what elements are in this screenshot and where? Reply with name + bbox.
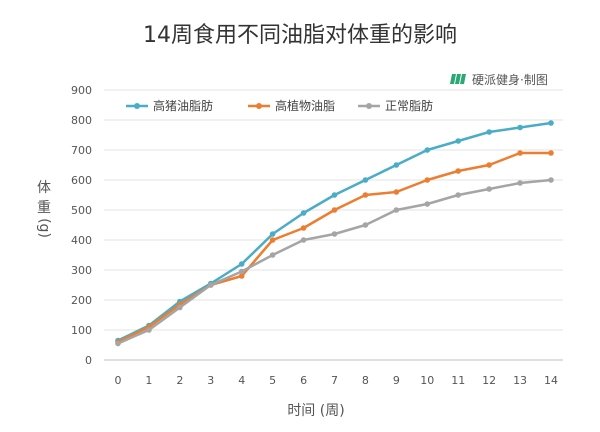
legend-marker: [256, 103, 262, 109]
y-tick-label: 700: [71, 144, 92, 157]
data-point: [455, 138, 462, 144]
x-tick-label: 2: [176, 374, 183, 387]
data-point: [548, 177, 554, 183]
x-tick-label: 8: [362, 374, 369, 387]
series-3: [115, 177, 554, 347]
data-point: [362, 177, 369, 183]
data-point: [455, 168, 462, 174]
data-point: [424, 177, 431, 183]
data-point: [207, 282, 214, 288]
x-tick-label: 6: [300, 374, 307, 387]
y-axis-label-char: 体: [37, 180, 51, 196]
credit: 硬派健身·制图: [450, 72, 548, 87]
data-point: [238, 273, 245, 279]
y-axis-ticks: 0 100 200 300 400 500 600 700 800 900: [71, 84, 92, 367]
data-point: [331, 207, 338, 213]
data-point: [238, 261, 245, 267]
legend-label: 高猪油脂肪: [153, 98, 213, 113]
credit-text: 硬派健身·制图: [472, 72, 548, 87]
legend-marker: [366, 103, 372, 109]
legend-item: 高猪油脂肪: [126, 98, 213, 113]
x-tick-label: 12: [482, 374, 496, 387]
x-tick-label: 0: [115, 374, 122, 387]
data-point: [455, 192, 462, 198]
y-tick-label: 200: [71, 294, 92, 307]
x-tick-label: 1: [145, 374, 152, 387]
series-line: [117, 151, 551, 344]
y-tick-label: 400: [71, 234, 92, 247]
y-tick-label: 900: [71, 84, 92, 97]
data-point: [424, 201, 431, 207]
data-point: [115, 340, 121, 347]
data-point: [486, 162, 492, 168]
legend-item: 高植物油脂: [248, 98, 335, 113]
chart-title: 14周食用不同油脂对体重的影响: [143, 23, 457, 48]
x-tick-label: 5: [269, 374, 276, 387]
data-point: [548, 150, 554, 156]
pie-fork-logo-icon: [450, 74, 466, 84]
x-axis-ticks: 0 1 2 3 4 5 6 7 8 9 10 11 12 13 14: [115, 374, 559, 387]
y-tick-label: 500: [71, 204, 92, 217]
data-point: [331, 231, 338, 237]
data-point: [238, 268, 245, 275]
data-point: [517, 124, 523, 131]
x-tick-label: 9: [393, 374, 400, 387]
data-point: [300, 237, 307, 243]
data-point: [486, 129, 492, 135]
series-2: [115, 150, 554, 345]
y-tick-label: 600: [71, 174, 92, 187]
y-axis-label-unit: (g): [36, 218, 52, 238]
series-lines: [115, 120, 554, 347]
data-point: [269, 237, 276, 243]
data-point: [177, 304, 183, 311]
data-point: [362, 192, 369, 198]
data-point: [486, 186, 492, 192]
data-point: [300, 225, 307, 231]
data-point: [269, 231, 276, 237]
data-point: [393, 189, 400, 195]
x-tick-label: 11: [451, 374, 465, 387]
legend-item: 正常脂肪: [358, 98, 433, 113]
data-point: [393, 162, 400, 168]
series-line: [117, 178, 552, 345]
data-point: [548, 120, 554, 126]
x-tick-label: 10: [420, 374, 434, 387]
x-tick-label: 4: [238, 374, 245, 387]
data-point: [517, 180, 523, 186]
data-point: [393, 207, 400, 213]
x-axis-label: 时间 (周): [287, 403, 344, 419]
x-tick-label: 14: [544, 374, 558, 387]
y-axis-label: 体 重 (g): [36, 180, 52, 238]
data-point: [362, 222, 369, 228]
data-point: [300, 210, 307, 216]
y-axis-label-char: 重: [37, 200, 51, 216]
legend-label: 正常脂肪: [385, 98, 433, 113]
data-point: [269, 252, 276, 258]
x-tick-label: 13: [513, 374, 527, 387]
y-tick-label: 800: [71, 114, 92, 127]
y-tick-label: 0: [85, 354, 92, 367]
y-tick-label: 100: [71, 324, 92, 337]
x-tick-label: 7: [331, 374, 338, 387]
data-point: [424, 147, 431, 153]
legend: 高猪油脂肪 高植物油脂 正常脂肪: [126, 98, 433, 113]
data-point: [331, 192, 338, 198]
legend-label: 高植物油脂: [275, 98, 335, 113]
data-point: [146, 327, 152, 333]
data-point: [517, 150, 523, 156]
x-tick-label: 3: [207, 374, 214, 387]
legend-marker: [134, 103, 140, 109]
y-tick-label: 300: [71, 264, 92, 277]
